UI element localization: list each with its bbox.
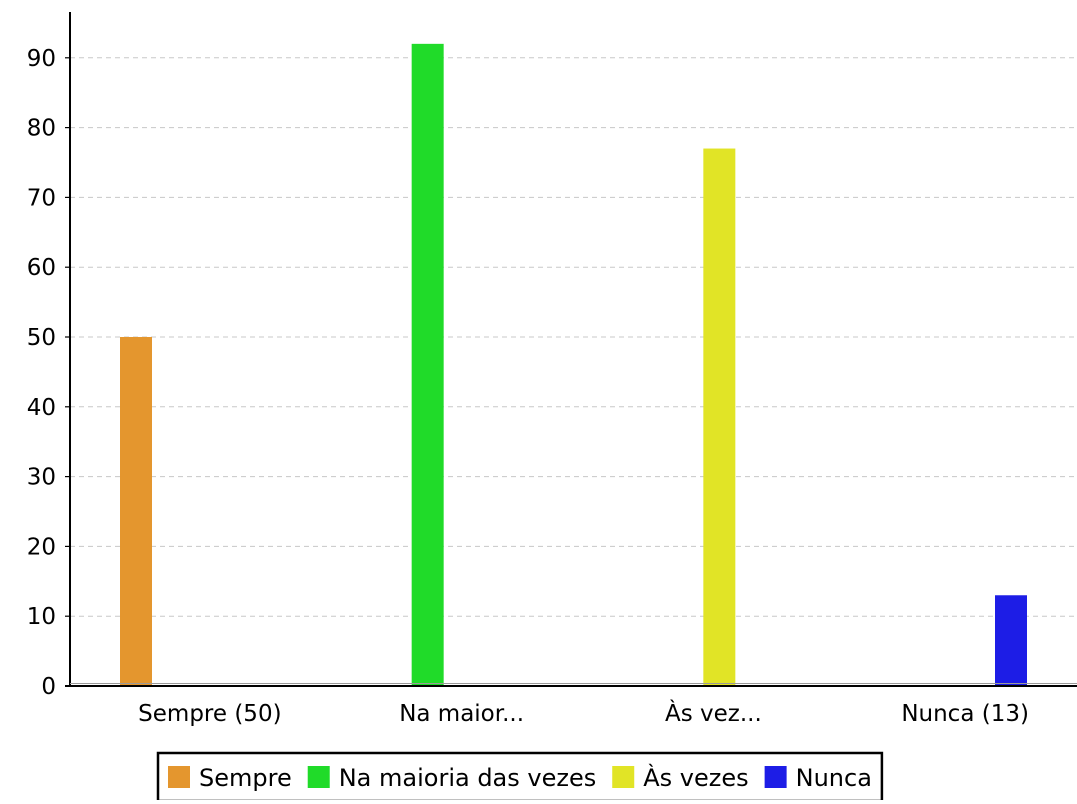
y-tick-label: 10 xyxy=(27,604,56,630)
x-tick-label: Na maior... xyxy=(399,701,524,727)
bar--s-vezes xyxy=(703,148,736,687)
legend-swatch xyxy=(307,766,330,788)
legend-swatch xyxy=(168,766,190,788)
x-tick-label: Sempre (50) xyxy=(138,701,281,727)
axes xyxy=(65,12,1077,687)
y-tick-label: 50 xyxy=(27,325,56,351)
legend-label: Nunca xyxy=(796,764,872,792)
legend: Sempre Na maioria das vezes Às vezes Nunca xyxy=(156,751,884,803)
bars xyxy=(120,43,1027,687)
y-tick-label: 70 xyxy=(27,185,56,211)
legend-swatch xyxy=(612,766,635,788)
legend-label: Às vezes xyxy=(643,763,748,792)
y-tick-label: 80 xyxy=(27,116,56,142)
grid-lines xyxy=(70,57,1077,617)
legend-swatch xyxy=(764,766,787,788)
bar-sempre xyxy=(120,337,152,686)
y-tick-label: 40 xyxy=(27,395,56,421)
y-tick-label: 90 xyxy=(27,46,56,72)
x-tick-label: Nunca (13) xyxy=(901,701,1029,727)
legend-label: Na maioria das vezes xyxy=(339,764,597,792)
y-tick-label: 60 xyxy=(27,255,56,281)
bar-na-maioria-das-vezes xyxy=(411,43,444,686)
y-tick-label: 0 xyxy=(41,674,56,700)
x-axis-ticks: Sempre (50) Na maior... Às vez... Nunca (13… xyxy=(138,699,1029,727)
y-tick-label: 30 xyxy=(27,465,56,491)
y-tick-label: 20 xyxy=(27,534,56,560)
bar-nunca xyxy=(995,595,1027,686)
y-axis-ticks: 0 10 20 30 40 50 60 70 80 90 xyxy=(27,46,70,700)
x-tick-label: Às vez... xyxy=(665,699,762,727)
legend-label: Sempre xyxy=(199,764,292,792)
